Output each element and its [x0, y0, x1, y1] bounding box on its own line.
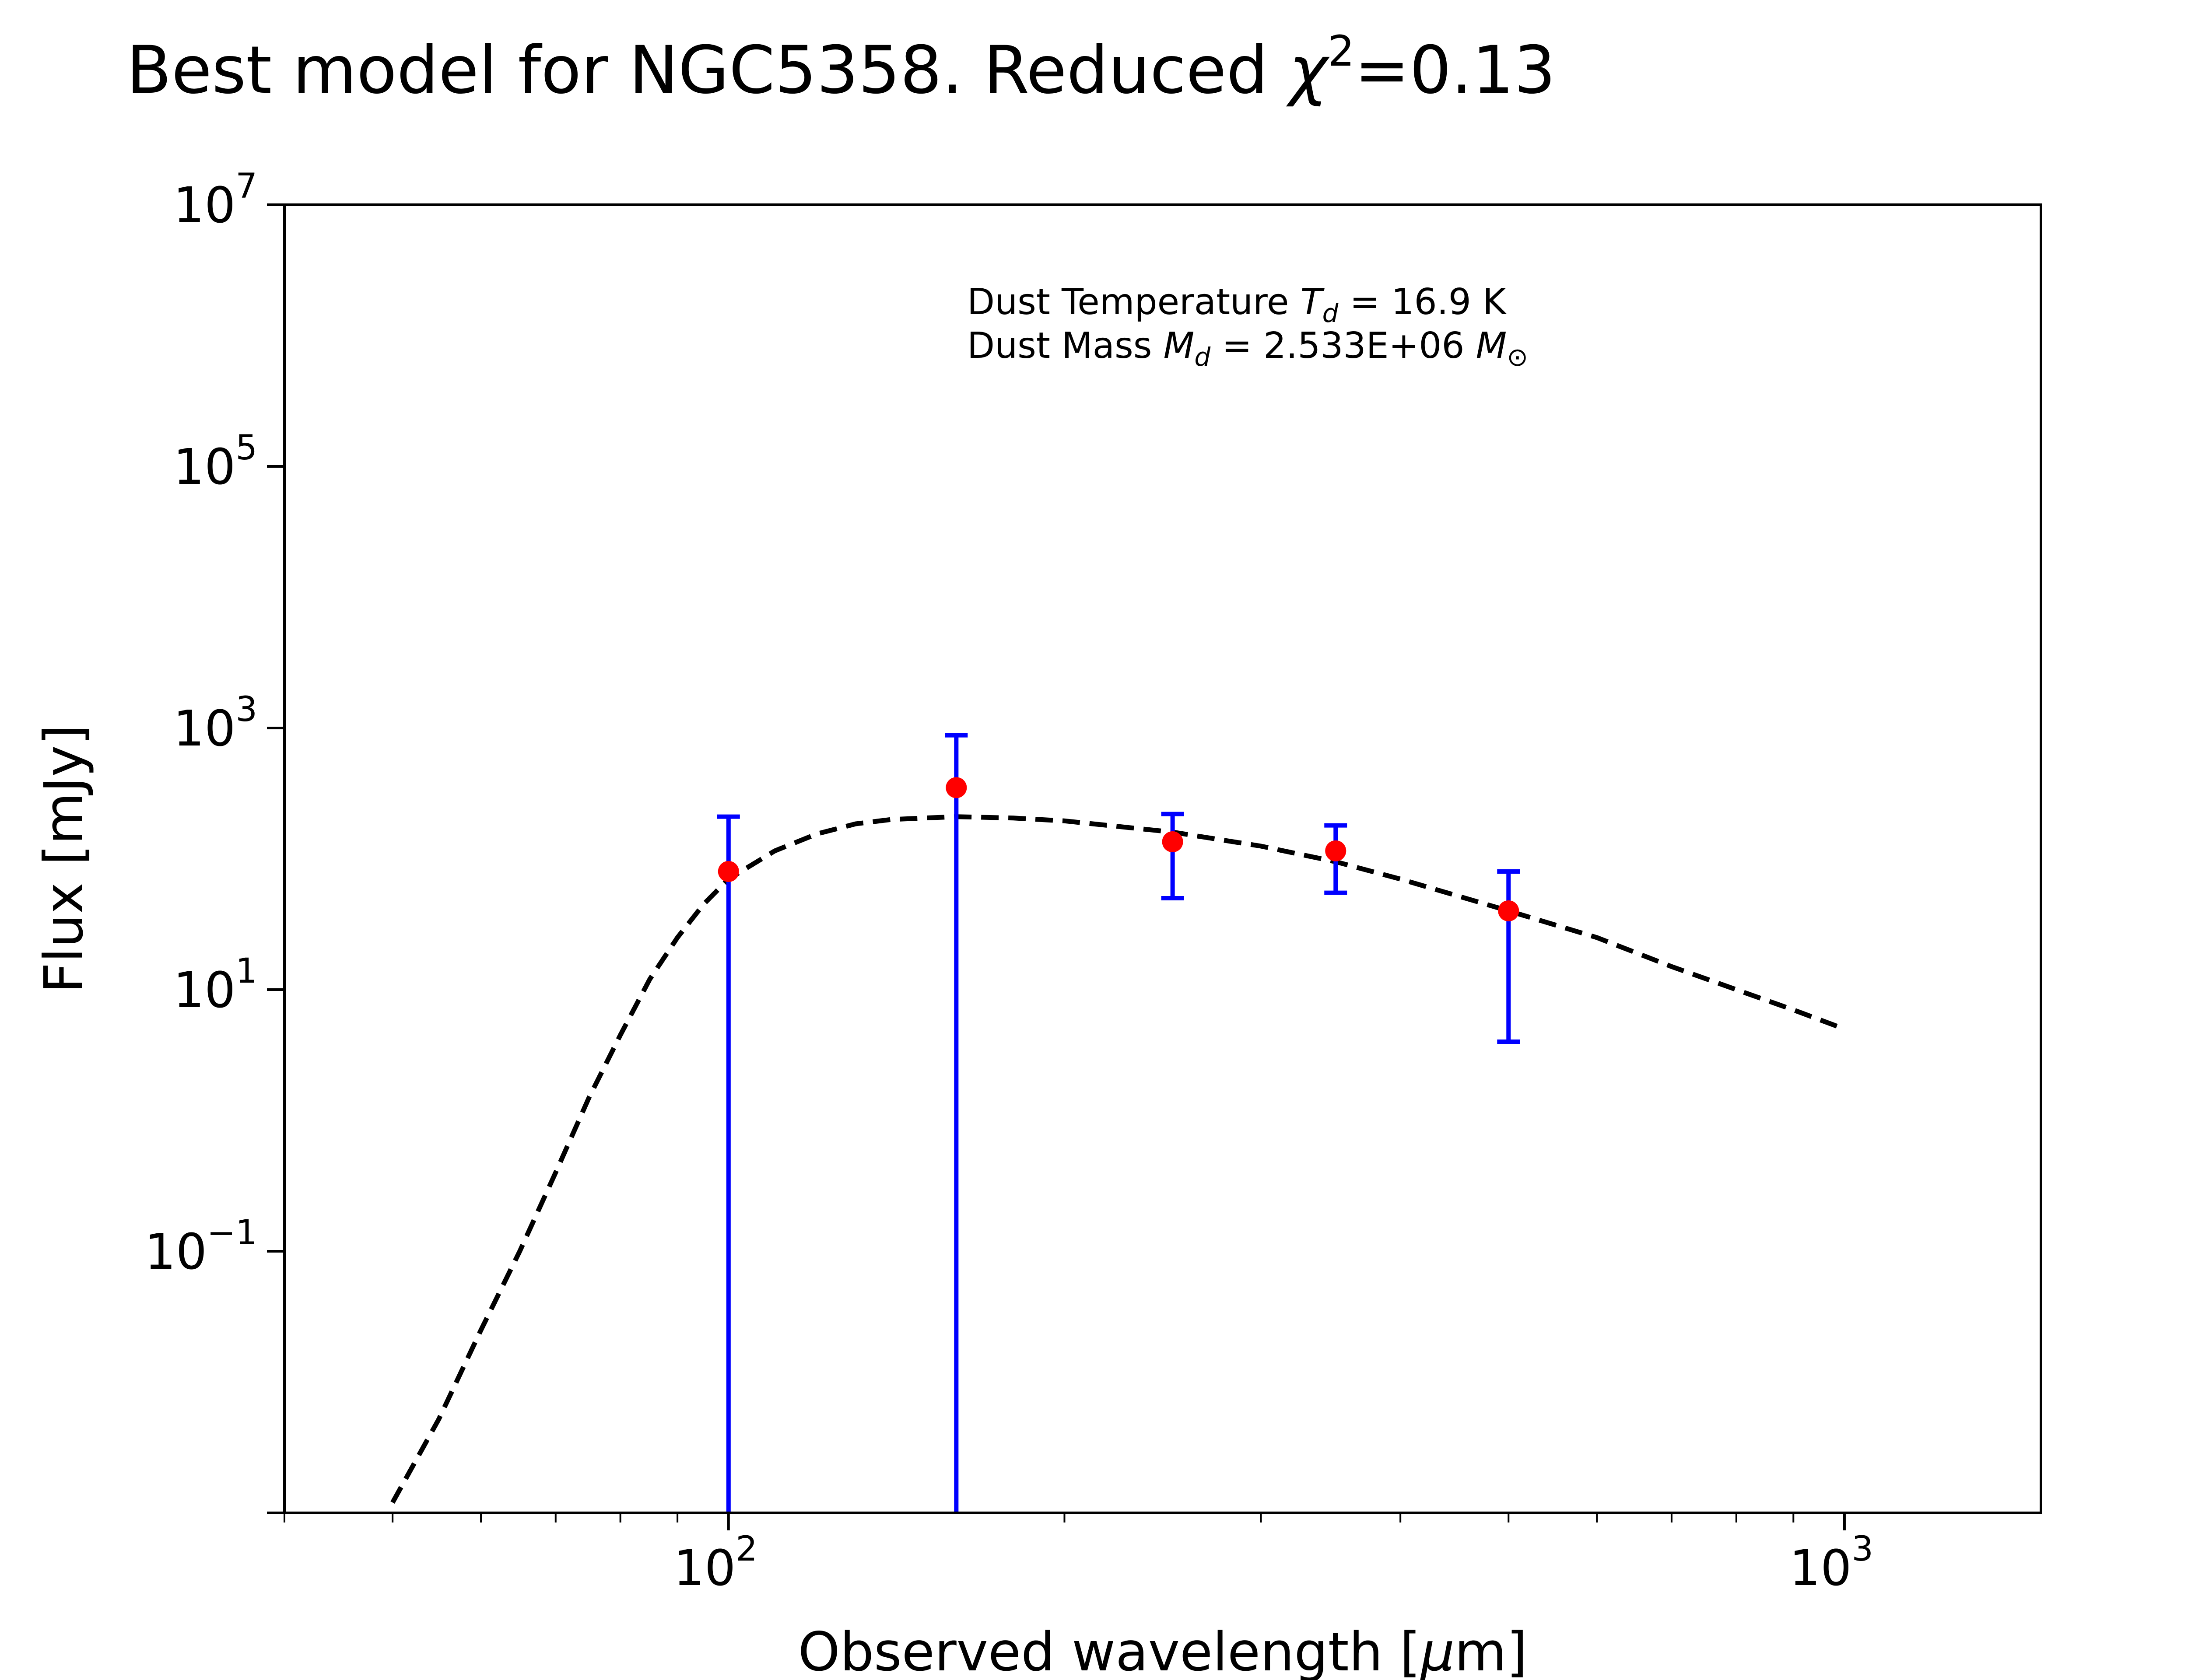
observation-marker-layer [718, 777, 1519, 921]
data-point-4 [1498, 900, 1519, 921]
data-point-3 [1325, 840, 1346, 861]
y-tick-label: 107 [173, 167, 257, 234]
data-point-0 [718, 861, 739, 882]
errorbar-2 [1161, 812, 1184, 901]
annotation-dust-temperature: Dust Temperature Td = 16.9 K [967, 281, 1507, 328]
y-tick-label: 10−1 [145, 1213, 258, 1281]
model-curve [390, 814, 1845, 1504]
y-tick-label: 101 [173, 952, 257, 1019]
x-axis-label: Observed wavelength [μm] [798, 1621, 1528, 1680]
y-tick-label: 105 [173, 428, 257, 496]
errorbar-0 [717, 814, 740, 1513]
x-tick-label: 103 [1789, 1530, 1873, 1597]
x-tick-label: 102 [673, 1530, 757, 1597]
chart-title: Best model for NGC5358. Reduced χ2=0.13 [126, 27, 1556, 108]
errorbar-4 [1497, 869, 1520, 1044]
data-point-1 [946, 777, 967, 798]
annotation-dust-mass: Dust Mass Md = 2.533E+06 M⊙ [967, 325, 1528, 372]
y-axis-label: Flux [mJy] [33, 724, 95, 994]
x-axis-ticks: 102 103 [284, 1513, 1873, 1597]
y-axis-ticks: 10−1 101 103 105 107 [145, 167, 284, 1514]
model-curve-layer [390, 814, 1845, 1504]
y-tick-label: 103 [173, 690, 257, 757]
plot-frame [283, 203, 2042, 1514]
data-point-2 [1162, 831, 1183, 853]
errorbar-layer [717, 733, 1520, 1513]
errorbar-1 [945, 733, 968, 1513]
